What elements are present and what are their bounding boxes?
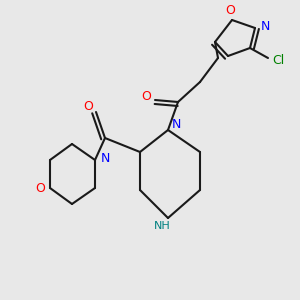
Text: Cl: Cl (272, 53, 284, 67)
Text: N: N (260, 20, 270, 32)
Text: O: O (35, 182, 45, 194)
Text: O: O (141, 91, 151, 103)
Text: NH: NH (154, 221, 170, 231)
Text: O: O (83, 100, 93, 112)
Text: N: N (100, 152, 110, 164)
Text: N: N (171, 118, 181, 131)
Text: O: O (225, 4, 235, 16)
